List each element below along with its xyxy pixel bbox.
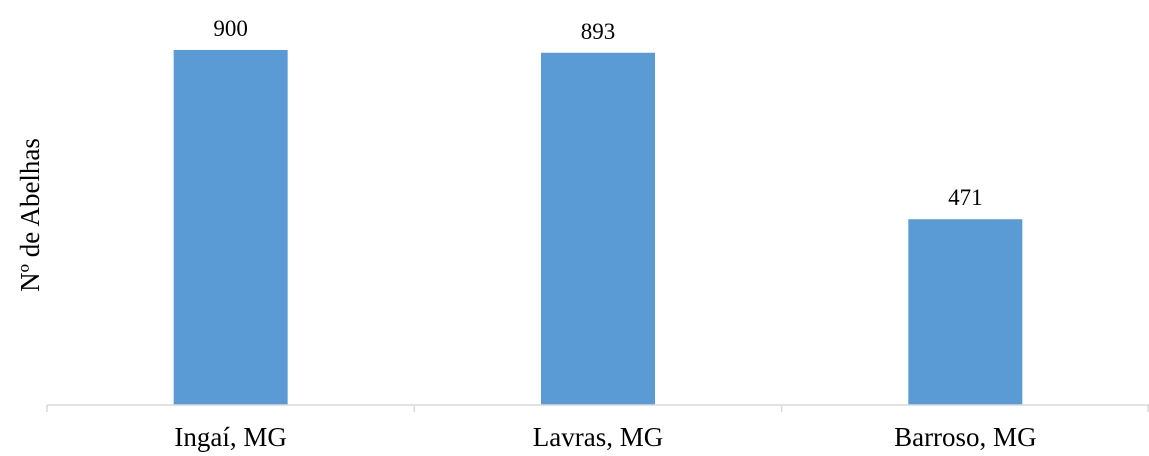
y-axis-title: Nº de Abelhas <box>15 138 45 292</box>
data-label-lavras-mg: 893 <box>581 19 616 44</box>
x-tick-label-ingai-mg: Ingaí, MG <box>174 422 286 452</box>
data-label-ingai-mg: 900 <box>213 16 248 41</box>
bar-barroso-mg <box>908 219 1023 405</box>
data-label-barroso-mg: 471 <box>948 185 983 210</box>
bars-group <box>173 50 1023 406</box>
x-tick-label-lavras-mg: Lavras, MG <box>533 422 663 452</box>
bar-ingai-mg <box>173 50 288 405</box>
x-axis <box>46 404 1149 412</box>
x-tick-label-barroso-mg: Barroso, MG <box>894 422 1037 452</box>
x-tick-labels-group: Ingaí, MG Lavras, MG Barroso, MG <box>174 422 1036 452</box>
bar-lavras-mg <box>541 52 655 406</box>
data-labels-group: 900 893 471 <box>213 16 982 210</box>
